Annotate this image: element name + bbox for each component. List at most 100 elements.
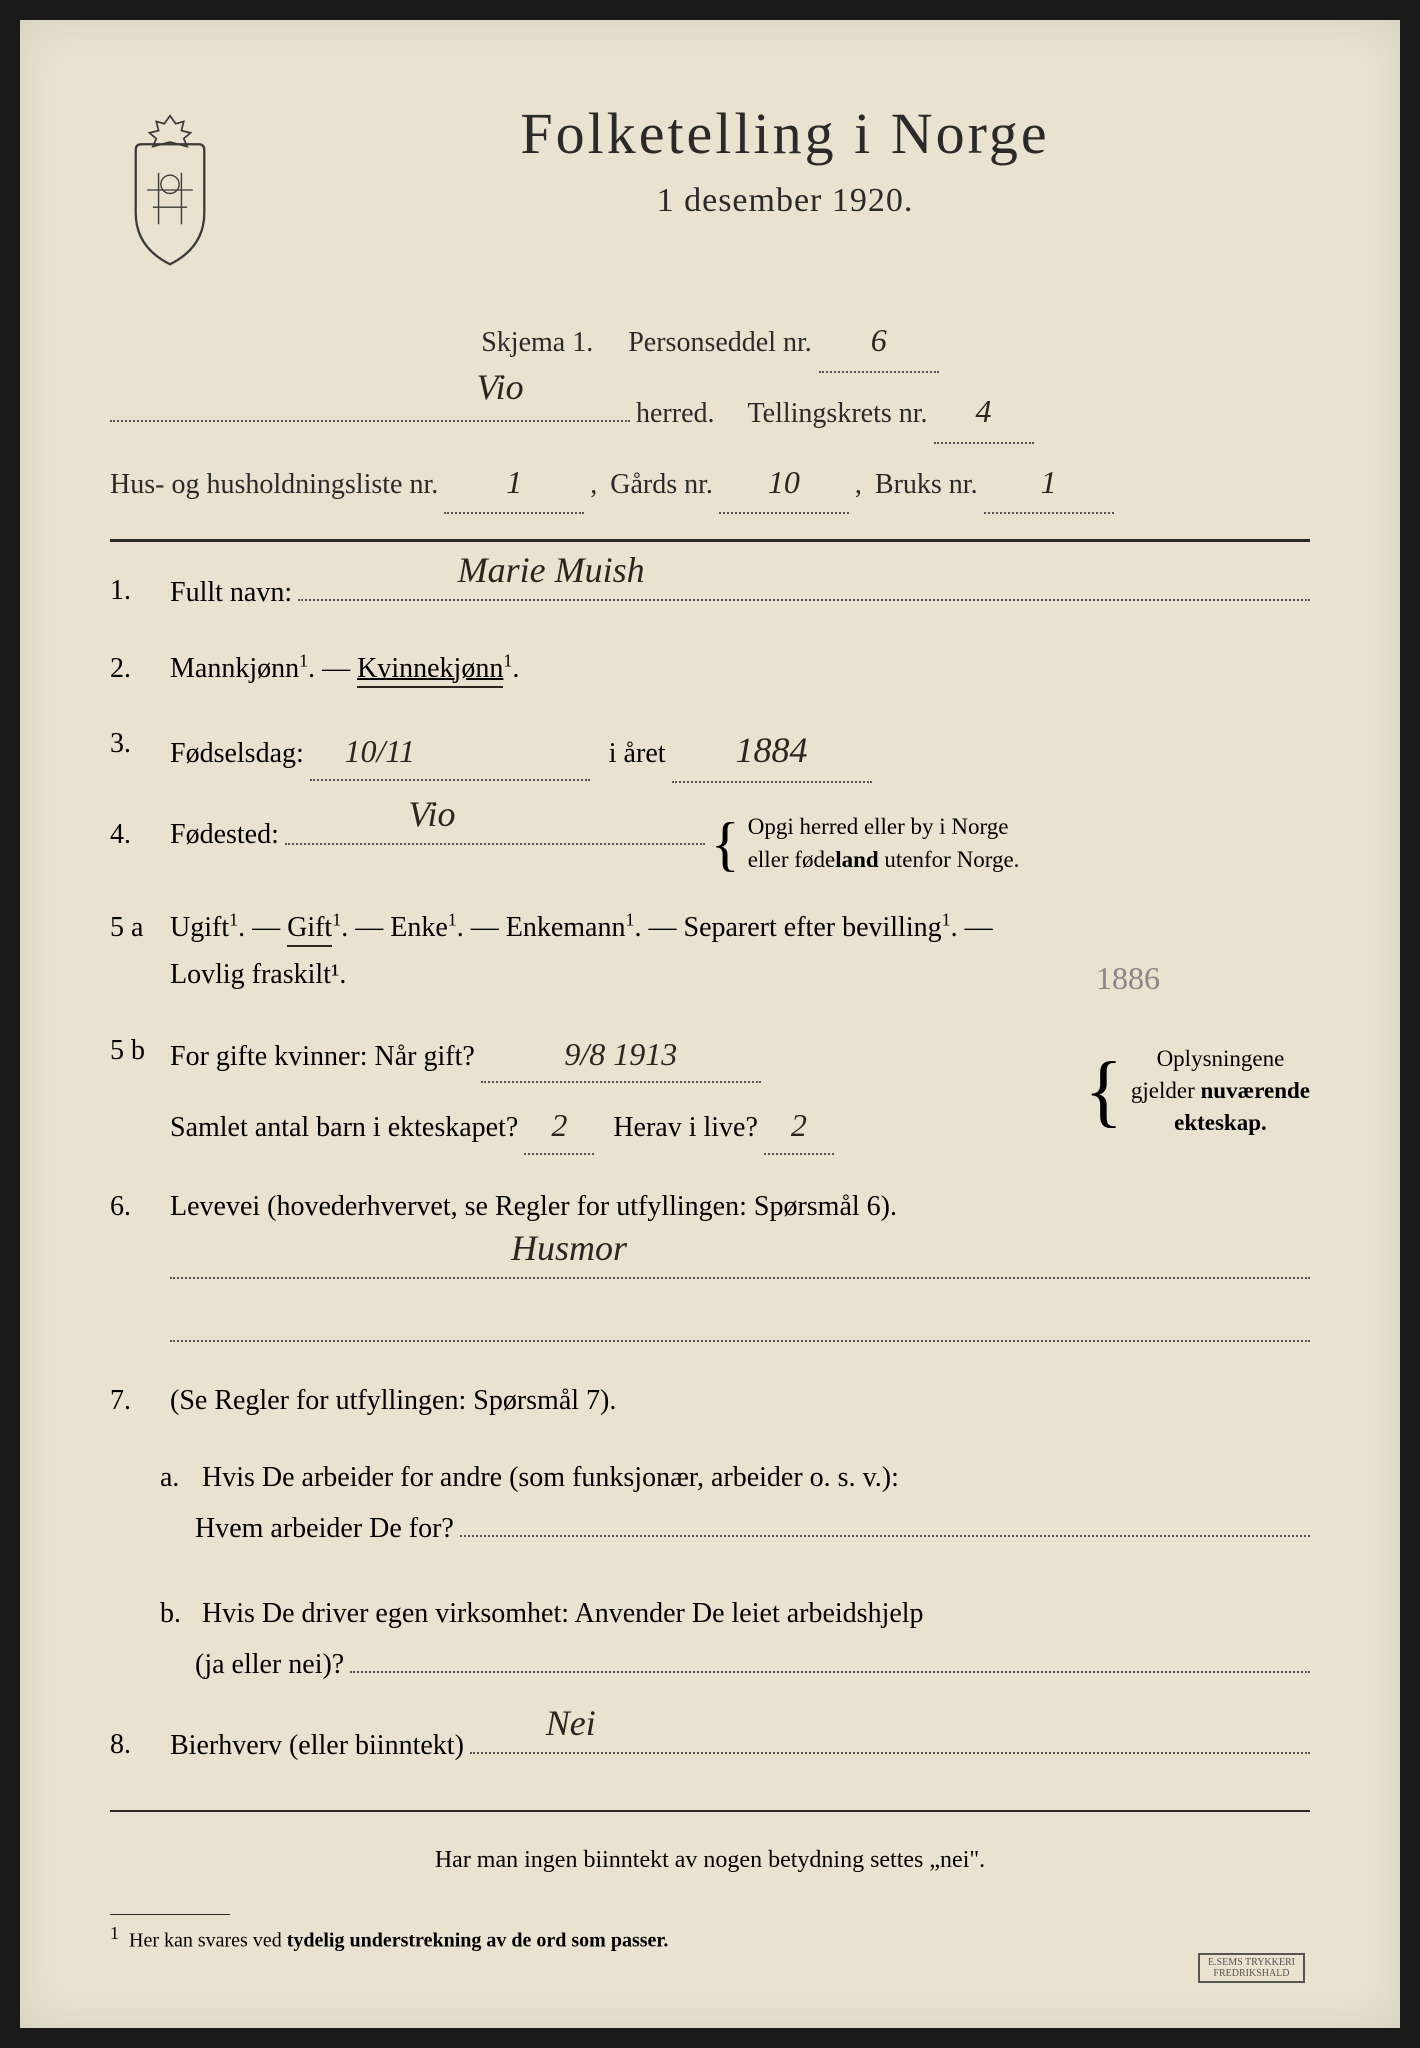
- subtitle: 1 desember 1920.: [260, 182, 1310, 220]
- q3-year: 1884: [736, 720, 808, 781]
- question-2: 2. Mannkjønn1. — Kvinnekjønn1.: [110, 645, 1310, 693]
- husliste-field: 1: [444, 452, 584, 515]
- question-1: 1. Fullt navn: Marie Muish: [110, 567, 1310, 616]
- husliste-value: 1: [506, 464, 522, 500]
- q7b-text2: (ja eller nei)?: [195, 1640, 344, 1690]
- q6-field: Husmor: [170, 1245, 1310, 1279]
- q5b-label3: Herav i live?: [613, 1104, 758, 1152]
- q5b-barn-live: 2: [791, 1107, 807, 1143]
- divider-2: [110, 1810, 1310, 1812]
- schema-line: Skjema 1. Personseddel nr. 6: [110, 310, 1310, 373]
- main-title: Folketelling i Norge: [260, 100, 1310, 167]
- q1-label: Fullt navn:: [170, 569, 292, 617]
- q5b-gift-date: 9/8 1913: [564, 1036, 677, 1072]
- q2-num: 2.: [110, 645, 145, 693]
- q3-label: Fødselsdag:: [170, 730, 304, 778]
- stamp-line2: FREDRIKSHALD: [1213, 1968, 1289, 1979]
- q5a-enkemann: Enkemann: [506, 912, 626, 943]
- tellingskrets-value: 4: [976, 393, 992, 429]
- question-8: 8. Bierhverv (eller biinntekt) Nei: [110, 1721, 1310, 1770]
- question-3: 3. Fødselsdag: 10/11 i året 1884: [110, 720, 1310, 783]
- coat-of-arms-icon: [110, 110, 230, 270]
- q5a-enke: Enke: [390, 912, 448, 943]
- question-7b: b. Hvis De driver egen virksomhet: Anven…: [160, 1589, 1310, 1690]
- q2-dash: —: [322, 653, 357, 684]
- q1-value: Marie Muish: [458, 540, 645, 601]
- q4-field: Vio: [285, 811, 705, 845]
- question-5b: 5 b For gifte kvinner: Når gift? 9/8 191…: [110, 1027, 1310, 1155]
- title-block: Folketelling i Norge 1 desember 1920.: [260, 100, 1310, 220]
- q7b-letter: b.: [160, 1589, 195, 1639]
- q7a-text2: Hvem arbeider De for?: [195, 1504, 454, 1554]
- footnote: 1 Her kan svares ved tydelig understrekn…: [110, 1904, 1310, 1953]
- q5a-gift-selected: Gift: [287, 912, 332, 947]
- q7b-field: [350, 1640, 1310, 1674]
- q5a-separert: Separert efter bevilling: [684, 912, 942, 943]
- q7-num: 7.: [110, 1377, 145, 1425]
- q5b-barn-field: 2: [524, 1098, 594, 1154]
- divider-1: [110, 539, 1310, 542]
- q1-num: 1.: [110, 567, 145, 616]
- gards-value: 10: [768, 464, 800, 500]
- bruks-label: Bruks nr.: [875, 458, 978, 511]
- brace-icon: {: [711, 817, 740, 871]
- q4-label: Fødested:: [170, 811, 279, 859]
- bruks-field: 1: [984, 452, 1114, 515]
- footnote-rule: [110, 1914, 230, 1915]
- q5b-num: 5 b: [110, 1027, 145, 1155]
- herred-line: Vio herred. Tellingskrets nr. 4: [110, 381, 1310, 444]
- personseddel-label: Personseddel nr.: [628, 327, 812, 358]
- q6-num: 6.: [110, 1183, 145, 1343]
- personseddel-value: 6: [871, 322, 887, 358]
- census-form-page: Folketelling i Norge 1 desember 1920. Sk…: [20, 20, 1400, 2028]
- q4-note: Opgi herred eller by i Norge eller fødel…: [748, 811, 1020, 875]
- q8-num: 8.: [110, 1721, 145, 1770]
- question-5a: 5 a Ugift1. — Gift1. — Enke1. — Enkemann…: [110, 904, 1310, 999]
- q5b-live-field: 2: [764, 1098, 834, 1154]
- q2-kvinne-selected: Kvinnekjønn: [357, 653, 503, 688]
- form-header: Folketelling i Norge 1 desember 1920.: [110, 100, 1310, 270]
- q2-mann: Mannkjønn: [170, 653, 299, 684]
- q5b-bracket: { Oplysningene gjelder nuværende ekteska…: [1084, 1043, 1310, 1140]
- q7a-letter: a.: [160, 1453, 195, 1503]
- footnote-num: 1: [110, 1923, 119, 1943]
- q8-value: Nei: [546, 1693, 596, 1754]
- q7-label: (Se Regler for utfyllingen: Spørsmål 7).: [170, 1385, 616, 1416]
- q6-field-2: [170, 1309, 1310, 1343]
- q8-label: Bierhverv (eller biinntekt): [170, 1722, 464, 1770]
- q1-field: Marie Muish: [298, 567, 1310, 601]
- herred-value: Vio: [476, 353, 523, 421]
- q5a-fraskilt: Lovlig fraskilt¹.: [170, 959, 346, 990]
- q8-field: Nei: [470, 1721, 1310, 1755]
- gards-field: 10: [719, 452, 849, 515]
- q3-day: 10/11: [345, 733, 416, 769]
- personseddel-field: 6: [819, 310, 939, 373]
- question-7: 7. (Se Regler for utfyllingen: Spørsmål …: [110, 1377, 1310, 1425]
- stamp-line1: E.SEMS TRYKKERI: [1208, 1957, 1295, 1968]
- q3-year-field: 1884: [672, 720, 872, 783]
- q5b-gift-field: 9/8 1913: [481, 1027, 761, 1083]
- q6-value: Husmor: [511, 1218, 627, 1279]
- q3-year-label: i året: [609, 730, 666, 778]
- tellingskrets-label: Tellingskrets nr.: [748, 387, 928, 440]
- meta-section: Skjema 1. Personseddel nr. 6 Vio herred.…: [110, 310, 1310, 514]
- herred-field: Vio: [110, 388, 630, 422]
- q5a-num: 5 a: [110, 904, 145, 999]
- husliste-label: Hus- og husholdningsliste nr.: [110, 458, 438, 511]
- husliste-line: Hus- og husholdningsliste nr. 1, Gårds n…: [110, 452, 1310, 515]
- q5b-label1: For gifte kvinner: Når gift?: [170, 1033, 475, 1081]
- q3-num: 3.: [110, 720, 145, 783]
- question-4: 4. Fødested: Vio { Opgi herred eller by …: [110, 811, 1310, 875]
- q5a-pencil-note: 1886: [1096, 951, 1160, 1005]
- question-6: 6. Levevei (hovederhvervet, se Regler fo…: [110, 1183, 1310, 1343]
- q7a-text1: Hvis De arbeider for andre (som funksjon…: [202, 1462, 899, 1493]
- bottom-note: Har man ingen biinntekt av nogen betydni…: [110, 1847, 1310, 1874]
- q5b-barn-total: 2: [551, 1107, 567, 1143]
- q5a-ugift: Ugift: [170, 912, 229, 943]
- q5b-label2: Samlet antal barn i ekteskapet?: [170, 1104, 518, 1152]
- question-7a: a. Hvis De arbeider for andre (som funks…: [160, 1453, 1310, 1554]
- q5b-note: Oplysningene gjelder nuværende ekteskap.: [1131, 1043, 1310, 1140]
- q4-num: 4.: [110, 811, 145, 875]
- q3-day-field: 10/11: [310, 724, 590, 780]
- q7a-field: [460, 1503, 1310, 1537]
